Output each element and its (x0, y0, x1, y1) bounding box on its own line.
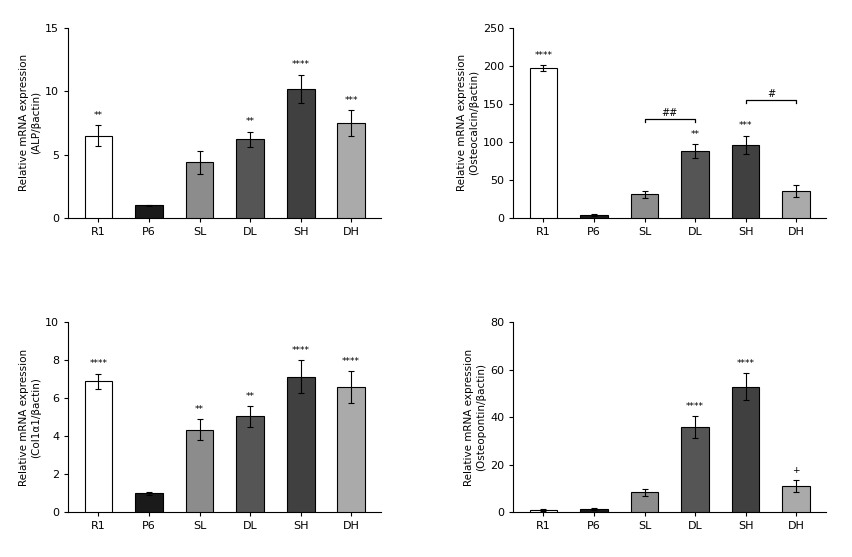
Bar (186, 430, 214, 512)
Text: #: # (767, 89, 775, 99)
Y-axis label: Relative mRNA expression
(Col1α1/βactin): Relative mRNA expression (Col1α1/βactin) (20, 349, 41, 486)
Text: ***: *** (739, 121, 752, 130)
Bar (782, 191, 810, 218)
Text: ****: **** (291, 60, 309, 70)
Bar (580, 509, 607, 512)
Bar (580, 215, 607, 218)
Bar (630, 492, 659, 512)
Text: **: ** (690, 130, 699, 139)
Bar (782, 486, 810, 512)
Bar (530, 510, 557, 512)
Text: ***: *** (344, 96, 358, 105)
Bar (337, 387, 365, 512)
Bar (530, 68, 557, 218)
Bar (236, 417, 264, 512)
Text: +: + (792, 466, 800, 475)
Y-axis label: Relative mRNA expression
(Osteopontin/βactin): Relative mRNA expression (Osteopontin/βa… (464, 349, 486, 486)
Bar (681, 151, 709, 218)
Text: ****: **** (534, 51, 552, 60)
Bar (135, 205, 163, 218)
Bar (287, 377, 314, 512)
Text: **: ** (245, 118, 255, 126)
Bar (681, 427, 709, 512)
Bar (135, 494, 163, 512)
Text: **: ** (195, 405, 204, 414)
Bar (287, 89, 314, 218)
Bar (236, 139, 264, 218)
Text: ****: **** (89, 359, 107, 368)
Text: ****: **** (343, 356, 360, 365)
Bar (732, 387, 759, 512)
Bar (732, 145, 759, 218)
Text: ****: **** (291, 346, 309, 355)
Bar (337, 123, 365, 218)
Text: ##: ## (662, 108, 678, 118)
Text: ****: **** (737, 359, 755, 368)
Bar (84, 135, 112, 218)
Text: **: ** (94, 111, 103, 120)
Text: ****: **** (686, 402, 704, 411)
Y-axis label: Relative mRNA expression
(ALP/βactin): Relative mRNA expression (ALP/βactin) (20, 54, 41, 192)
Bar (630, 194, 659, 218)
Text: **: ** (245, 392, 255, 400)
Bar (186, 162, 214, 218)
Bar (84, 382, 112, 512)
Y-axis label: Relative mRNA expression
(Osteocalcin/βactin): Relative mRNA expression (Osteocalcin/βa… (458, 54, 479, 192)
